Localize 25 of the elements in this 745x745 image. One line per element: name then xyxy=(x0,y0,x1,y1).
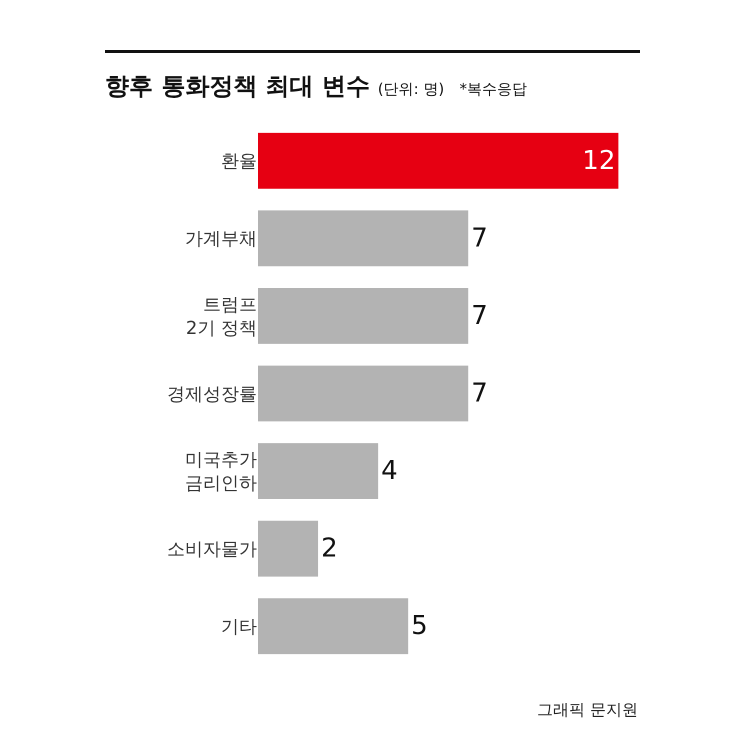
bar xyxy=(258,132,618,189)
data-label: 7 xyxy=(471,223,488,254)
y-tick-label: 가계부채 xyxy=(185,228,257,250)
bar xyxy=(258,443,378,499)
data-label: 7 xyxy=(471,378,488,408)
bar xyxy=(258,366,468,422)
chart-subtitle: (단위: 명) xyxy=(378,80,444,98)
bar xyxy=(258,288,468,344)
bar xyxy=(258,598,408,654)
text: *복수응답 xyxy=(460,80,528,98)
chart-title: 향후 통화정책 최대 변수 xyxy=(105,72,370,100)
y-tick-label: 경제성장률 xyxy=(167,384,257,405)
data-label: 4 xyxy=(381,456,398,486)
y-tick-label: 트럼프 2기 정책 xyxy=(186,294,257,339)
y-tick-label: 소비자물가 xyxy=(167,538,257,560)
data-label: 12 xyxy=(582,146,616,176)
y-tick-label: 기타 xyxy=(221,616,257,638)
bar xyxy=(258,520,318,577)
data-label: 5 xyxy=(411,611,428,642)
text: 그래픽 문지원 xyxy=(537,700,638,719)
bar xyxy=(258,210,468,266)
data-label: 7 xyxy=(471,300,488,331)
data-label: 2 xyxy=(321,534,338,564)
y-tick-label: 환율 xyxy=(221,151,257,172)
y-tick-label: 미국추가 금리인하 xyxy=(185,450,257,494)
